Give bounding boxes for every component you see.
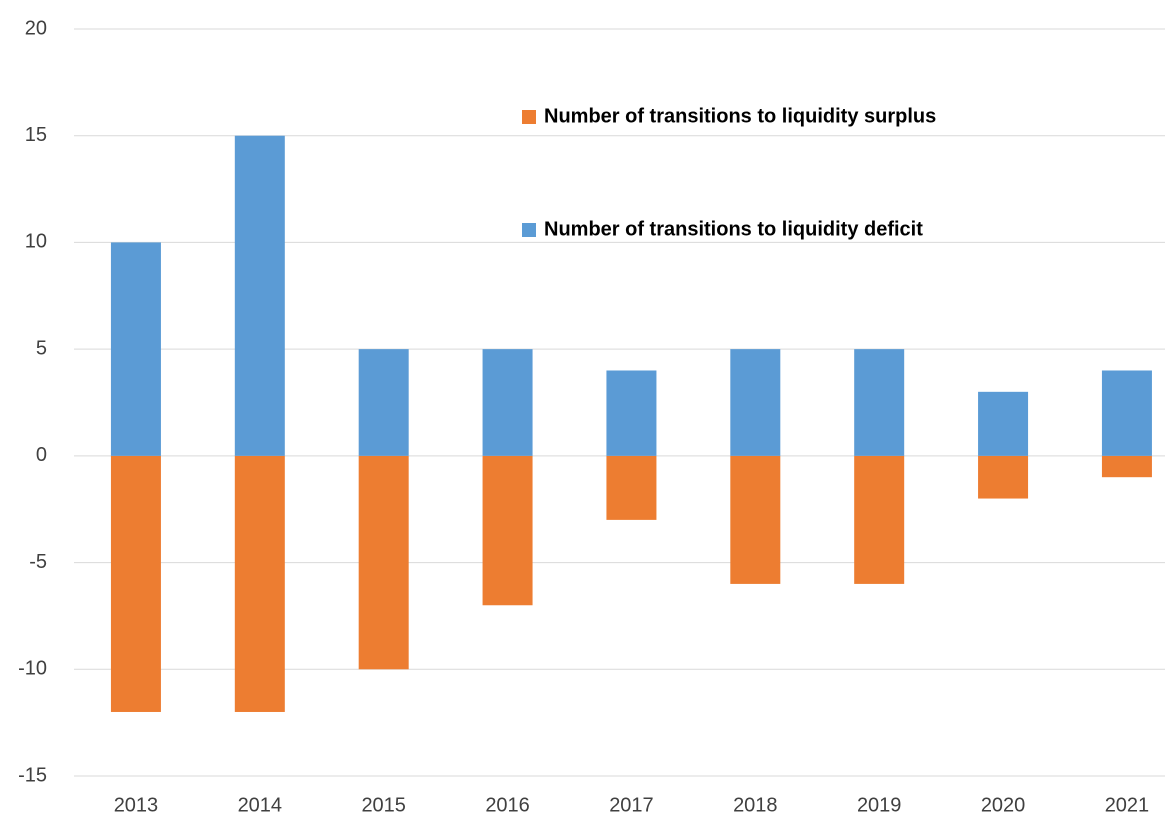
bar — [358, 349, 409, 456]
x-tick-label: 2021 — [1105, 794, 1150, 816]
bar — [110, 455, 161, 712]
x-tick-label: 2018 — [733, 794, 778, 816]
legend-text: Number of transitions to liquidity defic… — [544, 218, 923, 240]
legend-swatch — [522, 223, 536, 237]
bar — [358, 455, 409, 670]
bar — [730, 455, 781, 584]
bar — [730, 349, 781, 456]
y-tick-label: -5 — [29, 551, 47, 573]
bar — [234, 135, 285, 456]
bar — [1101, 455, 1152, 478]
y-tick-label: -10 — [18, 658, 47, 680]
x-tick-label: 2014 — [238, 794, 283, 816]
y-tick-label: 10 — [25, 231, 47, 253]
x-tick-label: 2017 — [609, 794, 654, 816]
bar — [978, 455, 1029, 499]
legend-swatch — [522, 110, 536, 124]
bar — [482, 455, 533, 606]
x-tick-label: 2020 — [981, 794, 1026, 816]
bar — [482, 349, 533, 456]
bar — [854, 455, 905, 584]
x-tick-label: 2016 — [485, 794, 530, 816]
y-tick-label: 0 — [36, 444, 47, 466]
x-tick-label: 2013 — [114, 794, 159, 816]
bar — [110, 242, 161, 456]
bar — [1101, 370, 1152, 456]
y-tick-label: 5 — [36, 337, 47, 359]
bar — [978, 391, 1029, 456]
bar — [234, 455, 285, 712]
x-tick-label: 2019 — [857, 794, 902, 816]
y-tick-label: -15 — [18, 764, 47, 786]
y-tick-label: 20 — [25, 17, 47, 39]
legend-text: Number of transitions to liquidity surpl… — [544, 105, 936, 127]
y-tick-label: 15 — [25, 124, 47, 146]
bar — [606, 455, 657, 520]
bar — [606, 370, 657, 456]
bar — [854, 349, 905, 456]
x-tick-label: 2015 — [361, 794, 406, 816]
